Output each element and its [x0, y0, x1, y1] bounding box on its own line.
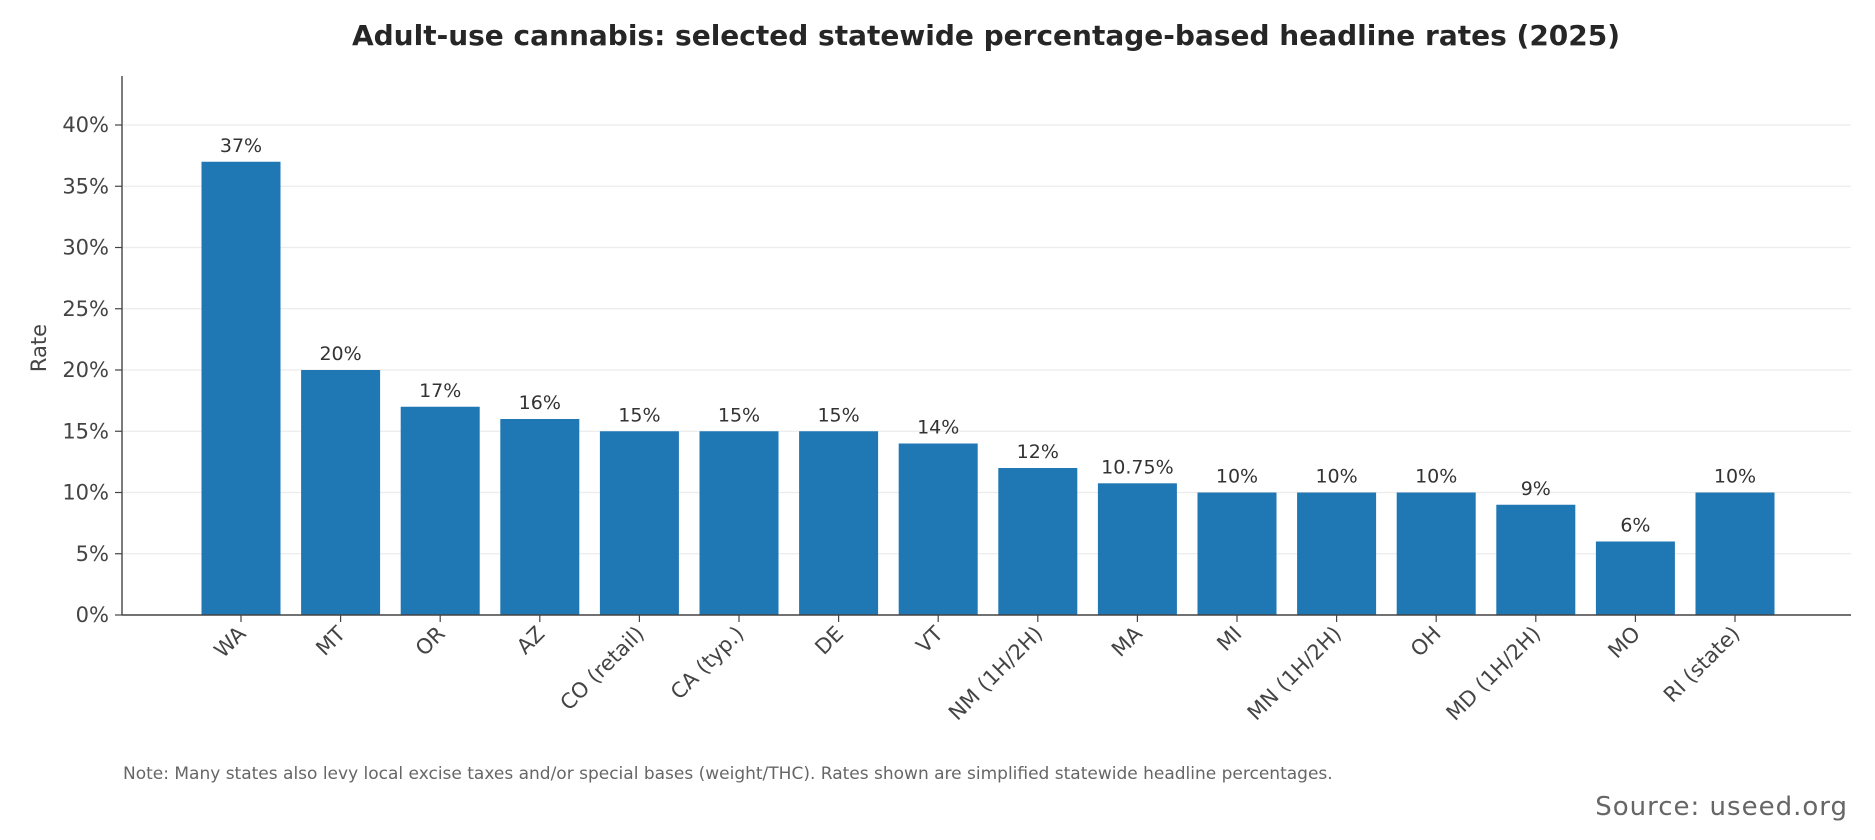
bar-value-label: 15% [618, 404, 660, 426]
y-tick-label: 10% [62, 481, 109, 505]
x-tick-label: OH [1406, 622, 1446, 662]
bar [1496, 504, 1576, 615]
y-tick-label: 20% [62, 358, 109, 382]
bar [799, 431, 879, 615]
bar-value-label: 6% [1620, 515, 1650, 537]
bar [898, 443, 978, 615]
footnote: Note: Many states also levy local excise… [123, 764, 1333, 784]
x-tick-label: OR [411, 622, 450, 661]
bar [599, 431, 679, 615]
bar [1595, 541, 1675, 615]
x-tick-label: NM (1H/2H) [944, 622, 1047, 725]
bar [400, 406, 480, 615]
data-labels: 37% 20% 17% 16% 15% 15% 15% 14% 12% 10.75% 10% 10% 1… [220, 135, 1756, 537]
bar [301, 370, 381, 615]
y-tick-label: 5% [76, 542, 109, 566]
bar [1197, 492, 1277, 615]
bar-value-label: 37% [220, 135, 262, 157]
bar [998, 468, 1078, 615]
x-tick-label: MO [1603, 622, 1644, 663]
bar-value-label: 10% [1415, 466, 1457, 488]
x-tick-label: CO (retail) [556, 622, 649, 715]
y-tick-label: 30% [62, 236, 109, 260]
x-tick-label: VT [912, 621, 948, 657]
bar-value-label: 9% [1521, 478, 1551, 500]
bar-value-label: 14% [917, 417, 959, 439]
bars [201, 161, 1775, 615]
source-credit: Source: useed.org [1595, 792, 1848, 822]
y-tick-label: 40% [62, 113, 109, 137]
bar-value-label: 20% [319, 343, 361, 365]
y-tick-label: 25% [62, 297, 109, 321]
x-tick-label: MT [311, 621, 350, 660]
bar-value-label: 15% [817, 404, 859, 426]
x-tick-label: MD (1H/2H) [1442, 622, 1546, 726]
x-tick-label: AZ [512, 622, 549, 659]
chart-title: Adult-use cannabis: selected statewide p… [352, 19, 1620, 52]
bar [1695, 492, 1775, 615]
bar [1396, 492, 1476, 615]
x-tick-label: MN (1H/2H) [1243, 622, 1346, 725]
bar-value-label: 10.75% [1101, 456, 1173, 478]
gridlines [122, 124, 1851, 555]
bar-value-label: 17% [419, 380, 461, 402]
y-axis-title: Rate [27, 324, 51, 372]
bar [1097, 483, 1177, 615]
x-tick-label: WA [210, 621, 251, 662]
bar [500, 419, 580, 615]
x-tick-label: DE [810, 622, 848, 660]
bar [201, 161, 281, 615]
bar-value-label: 10% [1216, 466, 1258, 488]
bar [1297, 492, 1377, 615]
bar-value-label: 16% [519, 392, 561, 414]
bar-value-label: 12% [1017, 441, 1059, 463]
x-tick-label: MA [1107, 621, 1147, 661]
y-tick-label: 0% [76, 603, 109, 627]
y-tick-label: 15% [62, 419, 109, 443]
bar-value-label: 10% [1714, 466, 1756, 488]
y-axis: 0% 5% 10% 15% 20% 25% 30% 35% 40% [62, 76, 123, 627]
x-tick-label: CA (typ.) [666, 622, 749, 705]
bar-value-label: 15% [718, 404, 760, 426]
x-tick-label: MI [1212, 622, 1246, 656]
bar-value-label: 10% [1315, 466, 1357, 488]
y-tick-label: 35% [62, 174, 109, 198]
bar [699, 431, 779, 615]
x-tick-label: RI (state) [1659, 622, 1745, 708]
